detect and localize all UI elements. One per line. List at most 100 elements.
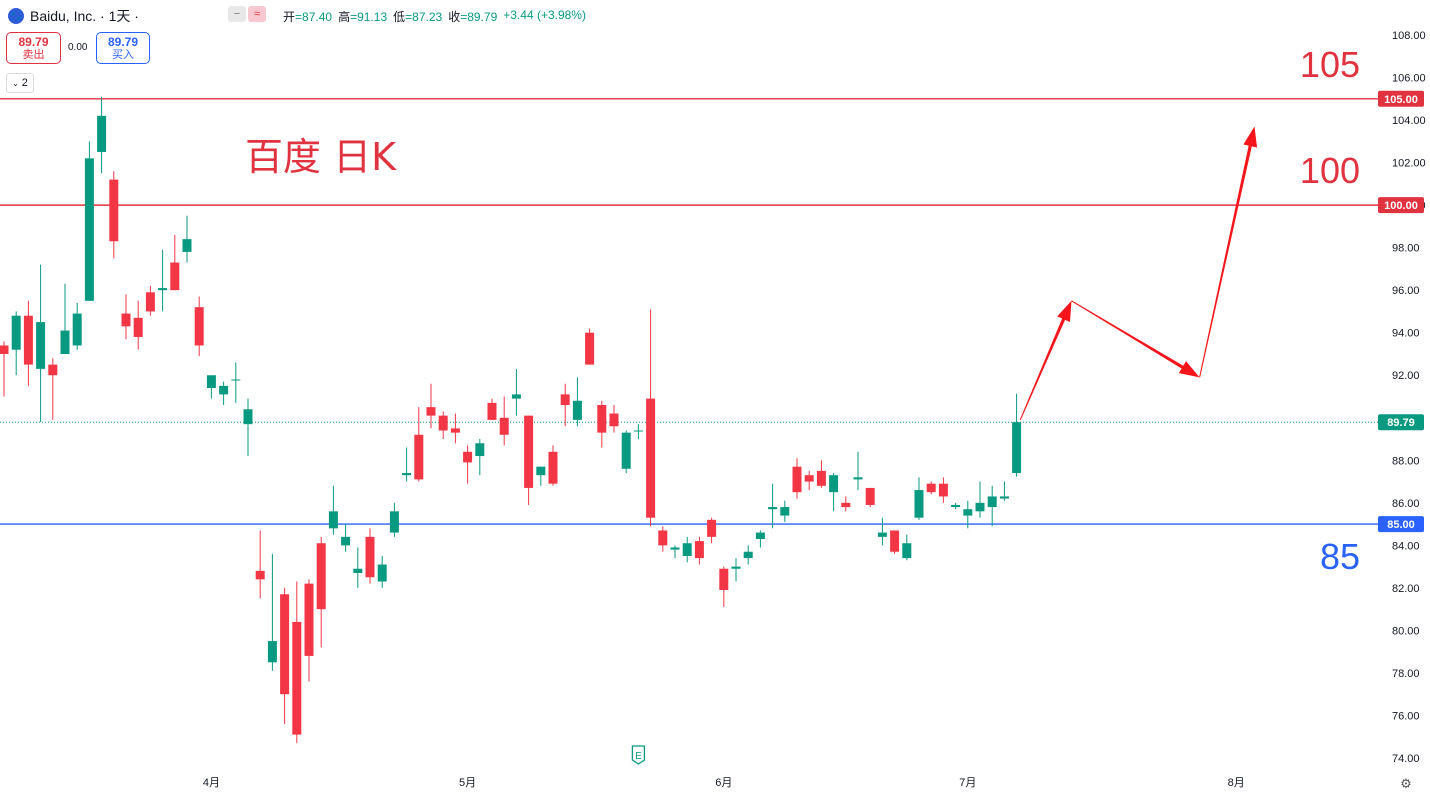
- candle-body[interactable]: [328, 511, 338, 529]
- candle-body[interactable]: [341, 536, 351, 546]
- candle-body[interactable]: [597, 405, 607, 433]
- candle-body[interactable]: [585, 332, 595, 365]
- candle-body[interactable]: [865, 487, 875, 505]
- candle-body[interactable]: [658, 530, 668, 546]
- candle-body[interactable]: [206, 375, 216, 388]
- candle-body[interactable]: [438, 415, 448, 431]
- projection-arrow[interactable]: [1071, 300, 1200, 378]
- candle-body[interactable]: [109, 179, 119, 242]
- candle-body[interactable]: [999, 496, 1009, 499]
- candle-body[interactable]: [902, 543, 912, 559]
- candle-body[interactable]: [23, 315, 33, 365]
- projection-arrow[interactable]: [1199, 126, 1258, 378]
- y-tick-label: 98.00: [1392, 243, 1420, 255]
- candle-body[interactable]: [609, 413, 619, 427]
- candle-body[interactable]: [60, 330, 70, 354]
- earnings-marker-icon[interactable]: [631, 745, 646, 765]
- candle-body[interactable]: [280, 594, 290, 695]
- candle-body[interactable]: [792, 466, 802, 493]
- sell-button[interactable]: 89.79 卖出: [6, 32, 61, 64]
- candle-body[interactable]: [292, 621, 302, 735]
- collapse-button[interactable]: −: [228, 6, 246, 22]
- candle-body[interactable]: [0, 345, 9, 354]
- candle-body[interactable]: [755, 532, 765, 539]
- candle-body[interactable]: [377, 564, 387, 582]
- candle-body[interactable]: [780, 507, 790, 516]
- candle-body[interactable]: [304, 583, 314, 656]
- indicators-toggle[interactable]: ⌄ 2: [6, 73, 34, 93]
- candle-body[interactable]: [463, 451, 473, 463]
- candle-body[interactable]: [316, 543, 326, 610]
- projection-arrow[interactable]: [1019, 300, 1072, 421]
- candle-body[interactable]: [194, 307, 204, 346]
- candle-body[interactable]: [975, 502, 985, 512]
- candle-body[interactable]: [487, 402, 497, 420]
- candle-body[interactable]: [231, 379, 241, 381]
- candle-body[interactable]: [877, 532, 887, 537]
- candle-body[interactable]: [426, 407, 436, 416]
- candle-body[interactable]: [84, 158, 94, 301]
- candle-body[interactable]: [560, 394, 570, 406]
- candle-body[interactable]: [719, 568, 729, 591]
- ohlc-high: 高=91.13: [338, 10, 388, 24]
- candle-body[interactable]: [450, 428, 460, 433]
- candle-body[interactable]: [170, 262, 180, 291]
- candle-body[interactable]: [707, 519, 717, 537]
- candle-body[interactable]: [731, 566, 741, 569]
- candle-body[interactable]: [145, 292, 155, 312]
- candle-body[interactable]: [353, 568, 363, 573]
- candle-body[interactable]: [97, 115, 107, 152]
- candle-body[interactable]: [951, 504, 961, 508]
- candle-body[interactable]: [182, 239, 192, 252]
- candle-body[interactable]: [987, 496, 997, 508]
- candle-body[interactable]: [524, 415, 534, 488]
- candle-body[interactable]: [121, 313, 131, 327]
- wave-icon-button[interactable]: ≈: [248, 6, 266, 22]
- candle-body[interactable]: [365, 536, 375, 578]
- candle-body[interactable]: [768, 507, 778, 510]
- buy-button[interactable]: 89.79 买入: [96, 32, 150, 64]
- candle-body[interactable]: [926, 483, 936, 493]
- candle-body[interactable]: [646, 398, 656, 518]
- candle-body[interactable]: [36, 322, 46, 369]
- candle-body[interactable]: [804, 475, 814, 482]
- candle-body[interactable]: [255, 570, 265, 580]
- candle-body[interactable]: [219, 385, 229, 395]
- candle-body[interactable]: [548, 451, 558, 484]
- candle-body[interactable]: [536, 466, 546, 476]
- candle-body[interactable]: [414, 434, 424, 480]
- candle-body[interactable]: [499, 417, 509, 435]
- candle-body[interactable]: [682, 543, 692, 556]
- candle-body[interactable]: [963, 509, 973, 516]
- symbol-title[interactable]: Baidu, Inc. · 1天 ·: [30, 8, 139, 24]
- candle-body[interactable]: [853, 477, 863, 480]
- candle-body[interactable]: [1012, 422, 1022, 474]
- candle-body[interactable]: [621, 432, 631, 469]
- candle-body[interactable]: [938, 483, 948, 497]
- candle-body[interactable]: [72, 313, 82, 346]
- spread-value: 0.00: [68, 42, 88, 53]
- candle-body[interactable]: [402, 473, 412, 476]
- candle-body[interactable]: [829, 475, 839, 493]
- candle-body[interactable]: [572, 400, 582, 420]
- candle-body[interactable]: [158, 288, 168, 291]
- candle-body[interactable]: [694, 541, 704, 559]
- last-price-tag: 89.79: [1387, 417, 1415, 429]
- candle-body[interactable]: [389, 511, 399, 533]
- candle-body[interactable]: [243, 409, 253, 425]
- candle-body[interactable]: [816, 470, 826, 486]
- candle-body[interactable]: [914, 490, 924, 518]
- candle-body[interactable]: [670, 547, 680, 550]
- candle-body[interactable]: [633, 430, 643, 432]
- header-buttons: − ≈: [228, 6, 266, 22]
- candle-body[interactable]: [890, 530, 900, 552]
- candle-body[interactable]: [48, 364, 58, 376]
- candle-body[interactable]: [11, 315, 21, 350]
- candle-body[interactable]: [267, 641, 277, 663]
- candle-body[interactable]: [743, 551, 753, 559]
- candle-body[interactable]: [841, 502, 851, 508]
- candle-body[interactable]: [511, 394, 521, 399]
- candle-body[interactable]: [133, 317, 143, 337]
- candle-body[interactable]: [475, 443, 485, 457]
